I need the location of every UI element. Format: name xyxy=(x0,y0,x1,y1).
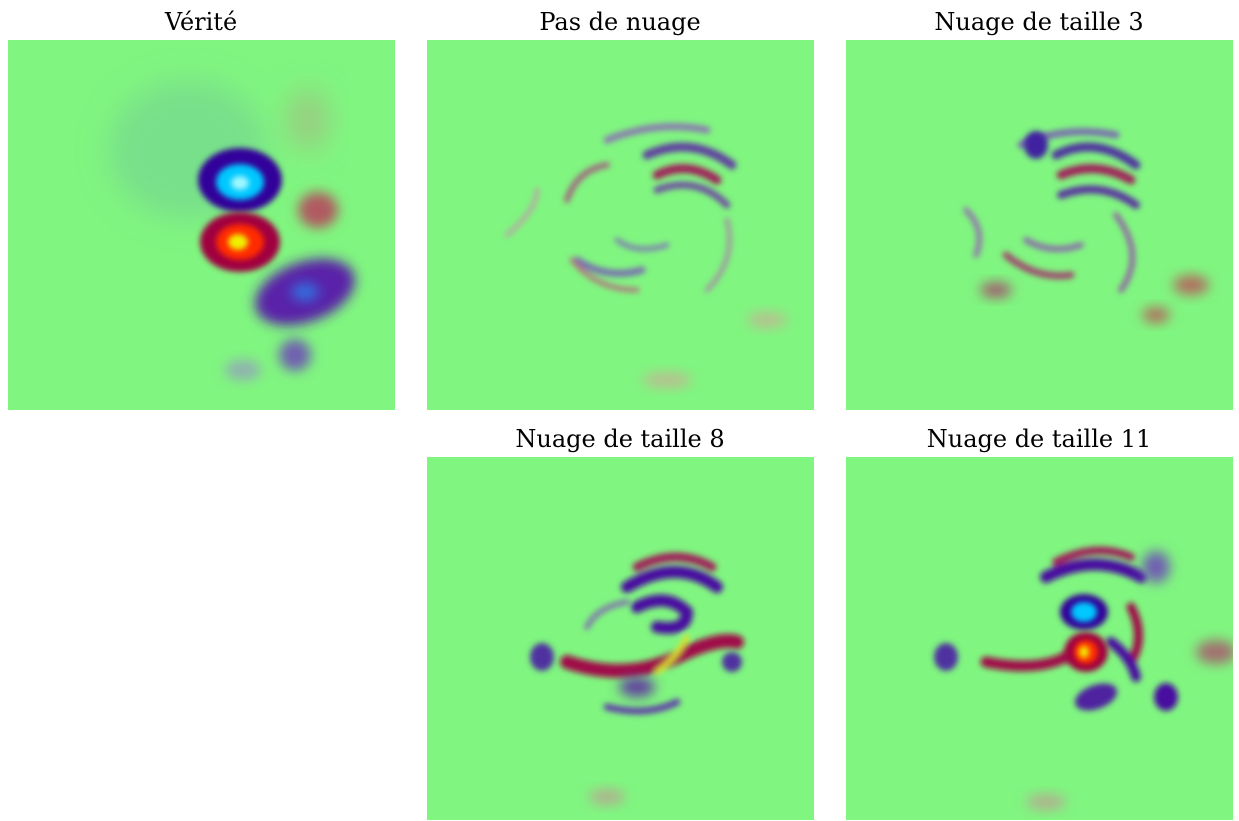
panel-title: Vérité xyxy=(164,8,237,36)
heatmap xyxy=(8,40,395,410)
panel-title: Nuage de taille 3 xyxy=(934,8,1143,36)
heatmap xyxy=(846,40,1233,410)
heatmap xyxy=(427,40,814,410)
heatmap xyxy=(846,457,1233,820)
heatmap xyxy=(427,457,814,820)
panel-title: Nuage de taille 8 xyxy=(515,425,724,453)
panel-title: Nuage de taille 11 xyxy=(927,425,1152,453)
panel-title: Pas de nuage xyxy=(539,8,700,36)
